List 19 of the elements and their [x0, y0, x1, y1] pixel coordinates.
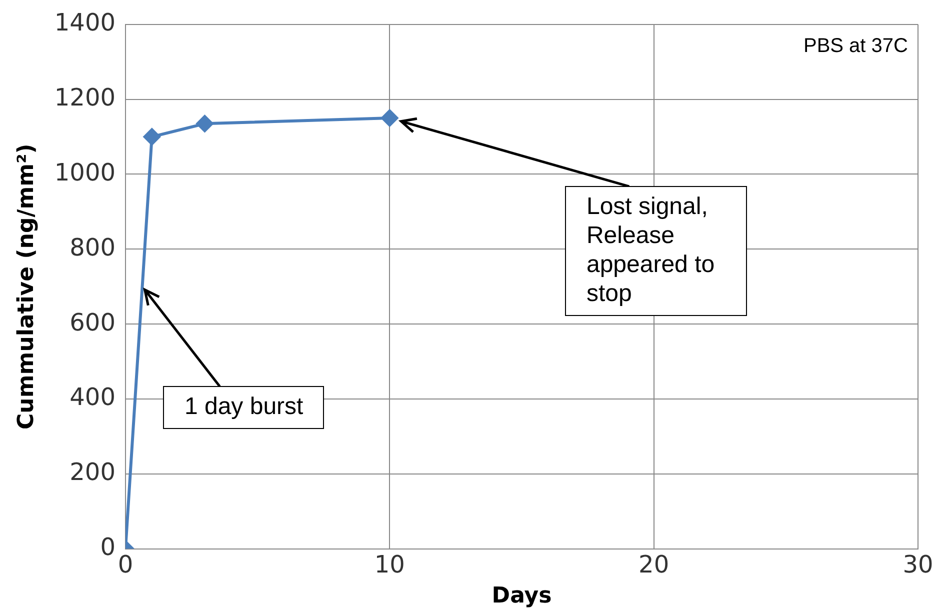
annotation: 1 day burst	[163, 386, 324, 430]
y-tick-label: 1200	[54, 84, 116, 112]
y-tick-label: 800	[70, 233, 116, 262]
point	[196, 115, 214, 132]
point	[143, 128, 160, 146]
y-tick-label: 200	[70, 458, 116, 486]
x-tick-label: 30	[902, 550, 934, 578]
x-tick-label: 0	[118, 550, 134, 578]
annotation: Lost signal, Release appeared to stop	[565, 186, 748, 316]
y-axis-title: Cummulative (ng/mm²)	[14, 144, 39, 430]
y-tick-label: 400	[70, 383, 116, 412]
point	[381, 110, 398, 127]
x-tick-label: 10	[374, 550, 405, 578]
x-tick-label: 20	[638, 550, 670, 578]
annotation: PBS at 37C	[803, 34, 908, 58]
y-tick-label: 600	[70, 308, 116, 336]
y-tick-label: 1400	[54, 8, 116, 37]
y-tick-label: 1000	[54, 158, 116, 186]
x-axis-title: Days	[492, 584, 552, 609]
